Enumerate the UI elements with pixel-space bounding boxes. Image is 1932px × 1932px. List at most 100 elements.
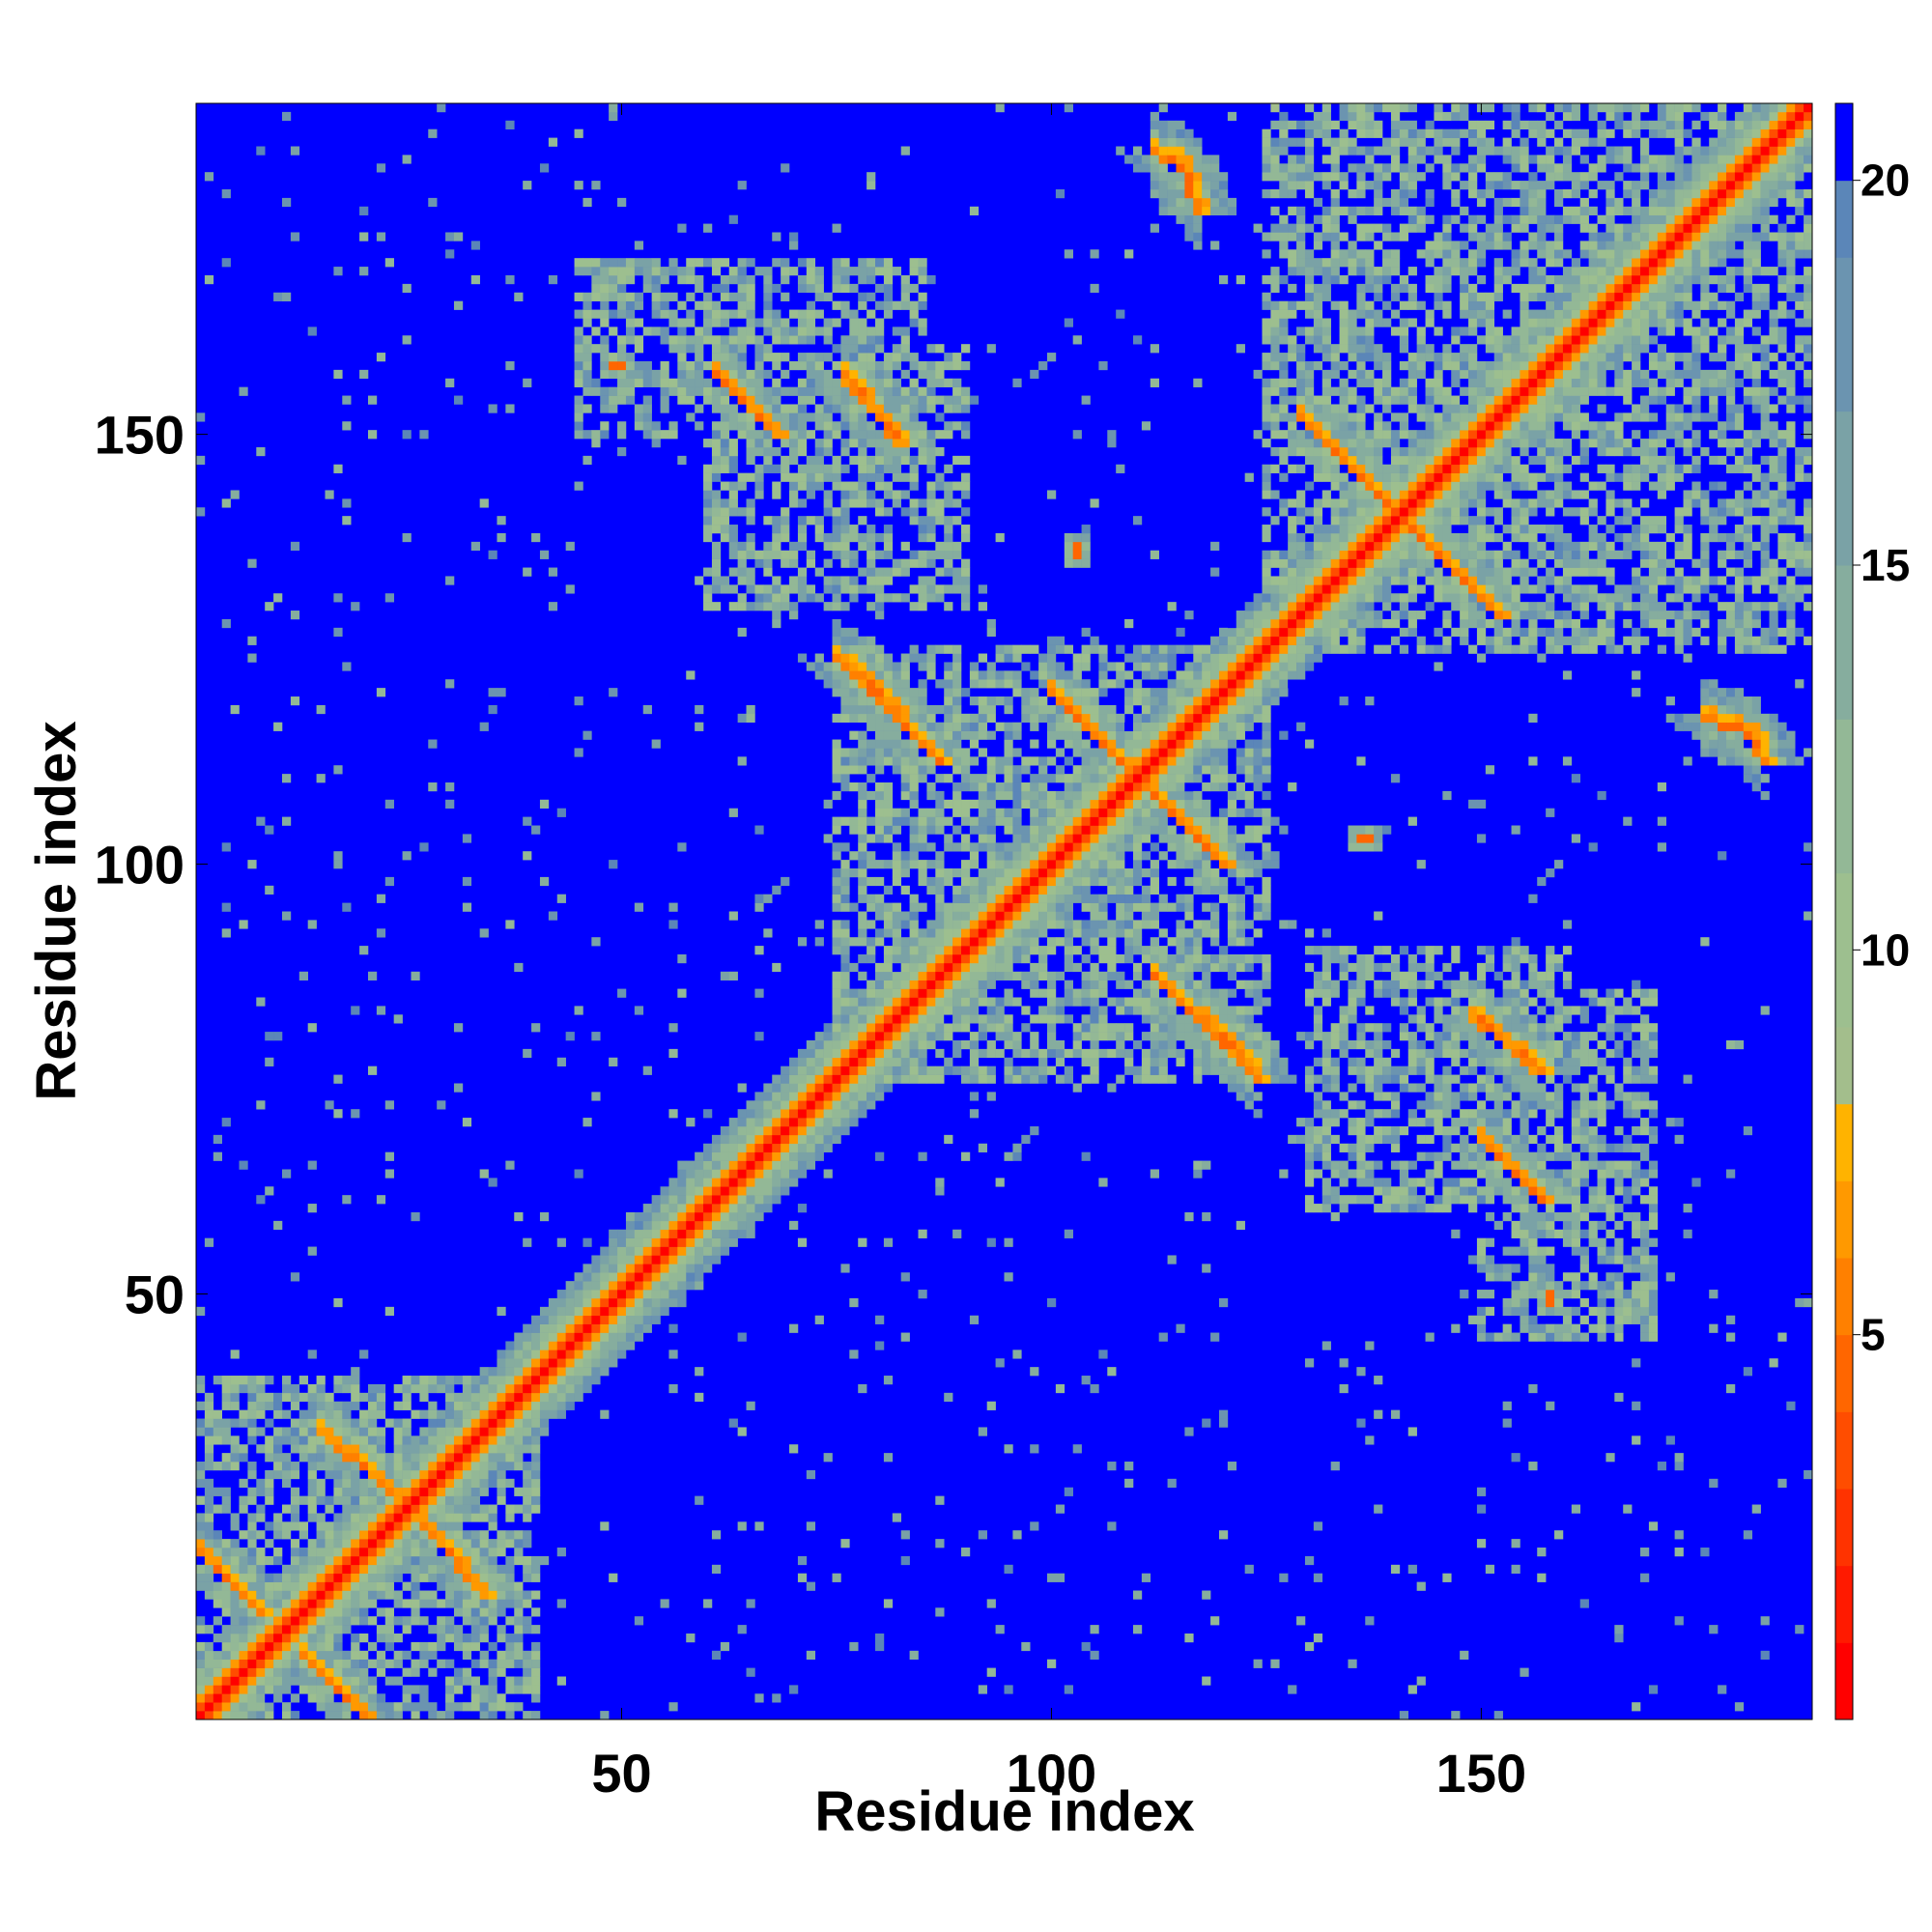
heatmap-cell [961, 782, 971, 792]
heatmap-cell [307, 1495, 317, 1505]
heatmap-cell [333, 1453, 343, 1463]
heatmap-cell [849, 439, 859, 448]
heatmap-cell [944, 404, 953, 413]
heatmap-cell [892, 404, 902, 413]
heatmap-cell [582, 1297, 592, 1308]
heatmap-cell [746, 446, 755, 457]
heatmap-cell [867, 679, 876, 689]
heatmap-cell [754, 430, 764, 440]
heatmap-cell [298, 1427, 308, 1436]
heatmap-cell [728, 584, 738, 594]
heatmap-cell [1055, 997, 1065, 1007]
heatmap-cell [1090, 782, 1099, 792]
heatmap-cell [918, 602, 927, 611]
heatmap-cell [514, 1641, 524, 1652]
heatmap-cell [574, 395, 583, 405]
heatmap-cell [900, 868, 910, 878]
heatmap-cell [909, 439, 919, 448]
heatmap-cell [849, 309, 859, 319]
heatmap-cell [1030, 885, 1039, 895]
heatmap-cell [720, 576, 730, 585]
heatmap-cell [548, 567, 558, 577]
heatmap-cell [849, 1057, 859, 1066]
heatmap-cell [523, 1427, 532, 1436]
heatmap-cell [978, 868, 987, 878]
heatmap-cell [772, 360, 781, 371]
heatmap-cell [1072, 1023, 1082, 1033]
heatmap-cell [867, 335, 876, 345]
heatmap-cell [737, 1332, 747, 1342]
heatmap-cell [230, 704, 240, 715]
heatmap-cell [1046, 980, 1057, 989]
heatmap-cell [832, 274, 841, 285]
heatmap-cell [1107, 876, 1117, 887]
heatmap-cell [1150, 825, 1159, 835]
heatmap-cell [411, 1383, 420, 1394]
heatmap-cell [265, 1634, 274, 1643]
heatmap-cell [677, 1272, 687, 1282]
heatmap-cell [634, 344, 644, 354]
heatmap-cell [926, 360, 936, 371]
heatmap-cell [926, 739, 936, 749]
heatmap-cell [1064, 730, 1073, 740]
heatmap-cell [867, 902, 876, 912]
heatmap-cell [1064, 696, 1073, 706]
heatmap-cell [556, 1323, 566, 1333]
heatmap-cell [840, 937, 850, 947]
heatmap-cell [1004, 1065, 1013, 1075]
heatmap-cell [1072, 851, 1082, 861]
heatmap-cell [1064, 704, 1073, 715]
heatmap-cell [711, 1650, 722, 1661]
heatmap-cell [411, 1504, 420, 1514]
heatmap-cell [617, 1255, 627, 1264]
heatmap-cell [393, 1504, 403, 1514]
heatmap-cell [556, 1599, 566, 1608]
heatmap-cell [995, 765, 1005, 775]
heatmap-cell [840, 1100, 850, 1110]
heatmap-cell [523, 1667, 532, 1677]
heatmap-cell [1004, 1039, 1013, 1050]
heatmap-cell [384, 1607, 394, 1617]
heatmap-cell [316, 1513, 326, 1522]
heatmap-cell [281, 1599, 292, 1608]
heatmap-cell [1150, 188, 1159, 199]
heatmap-cell [737, 1521, 747, 1531]
heatmap-cell [437, 1599, 446, 1608]
heatmap-cell [909, 860, 919, 869]
heatmap-cell [239, 1711, 248, 1720]
heatmap-cell [849, 679, 859, 689]
heatmap-cell [411, 1607, 420, 1617]
heatmap-cell [230, 1625, 240, 1634]
heatmap-cell [883, 782, 894, 792]
heatmap-cell [892, 498, 902, 508]
heatmap-cell [772, 404, 781, 413]
heatmap-cell [582, 404, 592, 413]
heatmap-cell [273, 1392, 283, 1403]
heatmap-cell [1055, 636, 1065, 645]
heatmap-cell [514, 1367, 524, 1377]
heatmap-cell [393, 1462, 403, 1471]
heatmap-cell [935, 911, 945, 921]
heatmap-cell [342, 1711, 352, 1720]
heatmap-cell [711, 1143, 722, 1152]
heatmap-cell [497, 1383, 506, 1394]
heatmap-cell [1038, 953, 1048, 964]
heatmap-cell [952, 1048, 962, 1059]
heatmap-cell [737, 593, 747, 603]
heatmap-cell [763, 1160, 773, 1170]
heatmap-cell [832, 1014, 841, 1024]
heatmap-cell [711, 541, 722, 552]
heatmap-cell [307, 1685, 317, 1694]
heatmap-cell [1030, 851, 1039, 861]
heatmap-cell [325, 1469, 334, 1480]
heatmap-cell [1132, 653, 1143, 663]
heatmap-cell [720, 446, 730, 457]
heatmap-cell [1132, 713, 1143, 724]
heatmap-cell [1116, 928, 1125, 938]
heatmap-cell [875, 816, 885, 826]
heatmap-cell [728, 1195, 738, 1205]
heatmap-cell [858, 988, 867, 998]
heatmap-cell [806, 386, 816, 396]
heatmap-cell [849, 395, 859, 405]
heatmap-cell [1081, 842, 1091, 852]
